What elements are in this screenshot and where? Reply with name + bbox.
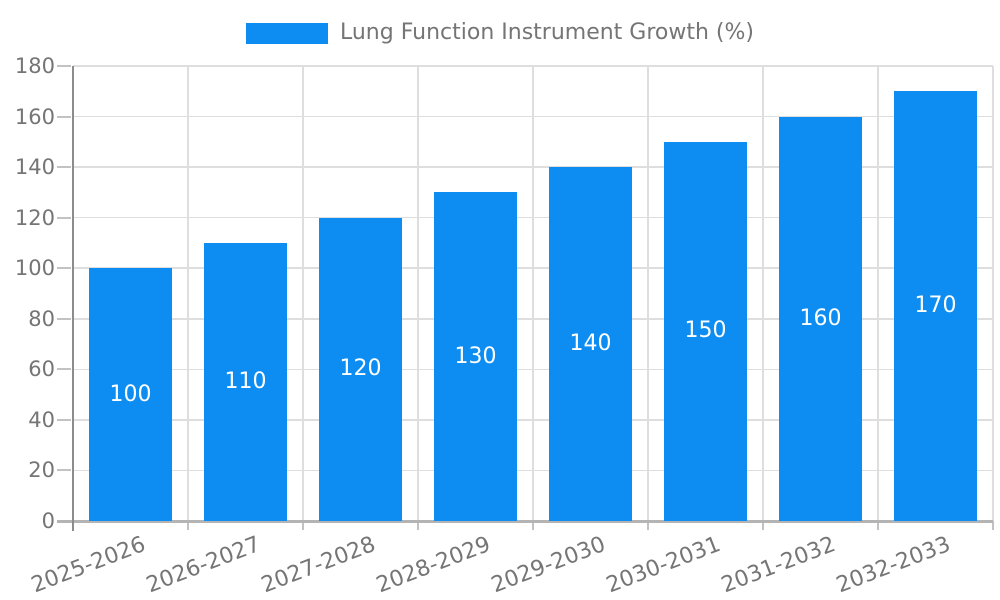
y-tick [57, 115, 71, 118]
bar[interactable] [89, 268, 172, 521]
bar[interactable] [319, 217, 402, 521]
x-tick [877, 521, 879, 530]
x-tick [302, 521, 304, 530]
bar-value-label: 100 [109, 381, 152, 407]
v-gridline [302, 66, 304, 521]
bar-value-label: 120 [339, 356, 382, 382]
legend-swatch [245, 22, 328, 44]
x-tick [187, 521, 189, 530]
y-tick-label: 100 [14, 256, 55, 281]
v-gridline [417, 66, 419, 521]
y-tick-label: 20 [28, 458, 55, 483]
y-tick-label: 160 [14, 104, 55, 129]
x-axis-line [57, 520, 993, 523]
y-tick [57, 368, 71, 371]
bar[interactable] [204, 242, 287, 521]
bar-value-label: 110 [224, 368, 267, 394]
x-tick [532, 521, 534, 530]
y-tick-label: 140 [14, 155, 55, 180]
y-tick [57, 317, 71, 320]
bar-value-label: 150 [684, 318, 727, 344]
bar[interactable] [434, 192, 517, 521]
bar[interactable] [549, 167, 632, 521]
y-tick [57, 166, 71, 169]
bar-value-label: 170 [914, 293, 957, 319]
y-tick-label: 0 [41, 509, 55, 533]
bar[interactable] [894, 91, 977, 521]
v-gridline [647, 66, 649, 521]
v-gridline [992, 66, 994, 521]
bar-value-label: 130 [454, 343, 497, 369]
bar-value-label: 140 [569, 331, 612, 357]
y-tick [57, 216, 71, 219]
legend-label: Lung Function Instrument Growth (%) [339, 20, 754, 45]
y-tick [57, 65, 71, 67]
bar[interactable] [664, 141, 747, 521]
y-tick-label: 180 [14, 54, 55, 78]
y-axis-line [72, 66, 74, 531]
legend[interactable]: Lung Function Instrument Growth (%) [0, 20, 1000, 46]
y-tick-label: 120 [14, 205, 55, 230]
y-tick [57, 469, 71, 472]
v-gridline [187, 66, 189, 521]
x-tick [992, 521, 994, 530]
y-tick-label: 40 [28, 407, 55, 432]
x-tick [762, 521, 764, 530]
bar[interactable] [779, 116, 862, 521]
y-tick-label: 60 [28, 357, 55, 382]
bar-value-label: 160 [799, 305, 842, 331]
v-gridline [877, 66, 879, 521]
y-tick-label: 80 [28, 306, 55, 331]
y-tick [57, 267, 71, 270]
v-gridline [532, 66, 534, 521]
x-tick [417, 521, 419, 530]
y-tick [57, 418, 71, 421]
x-tick [647, 521, 649, 530]
v-gridline [762, 66, 764, 521]
